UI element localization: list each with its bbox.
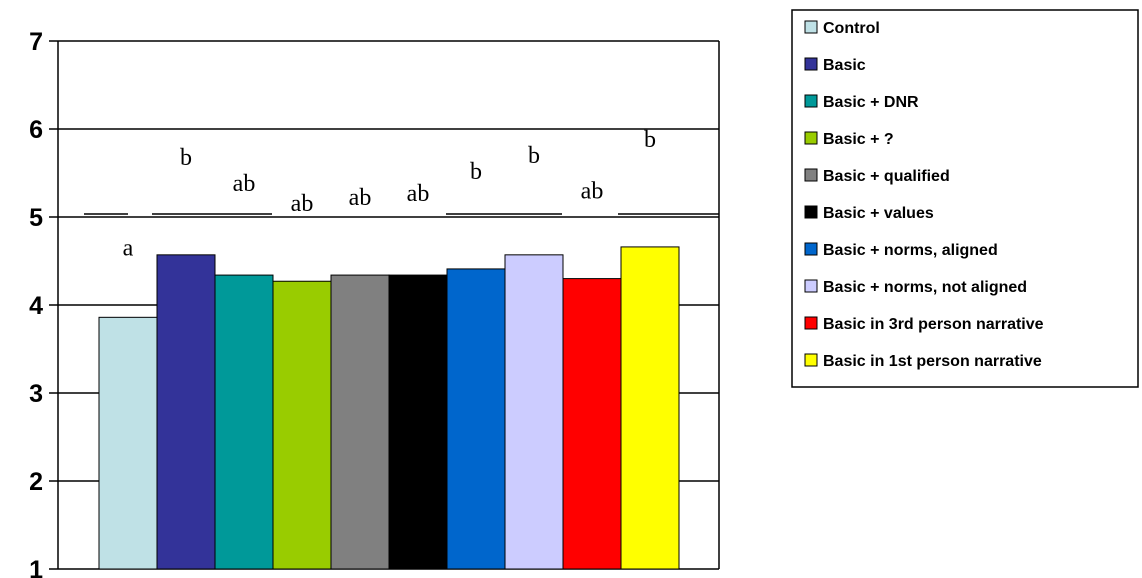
bar [272, 280, 332, 570]
bar [156, 254, 216, 570]
legend-entry: Basic + norms, not aligned [823, 279, 1027, 296]
bar [98, 316, 158, 570]
bar [446, 268, 506, 570]
significance-label: b [470, 159, 482, 185]
bar [388, 274, 448, 570]
significance-label: b [644, 127, 656, 153]
bar [504, 254, 564, 570]
significance-label: a [123, 235, 134, 261]
legend-entry: Basic + values [823, 205, 934, 222]
legend-swatch [804, 94, 818, 108]
legend-entry: Basic + norms, aligned [823, 242, 998, 259]
y-tick-label: 1 [29, 556, 43, 578]
legend-swatch [804, 20, 818, 34]
bar [620, 246, 680, 570]
significance-label: ab [291, 191, 314, 217]
significance-label: ab [349, 185, 372, 211]
legend-entry: Control [823, 20, 880, 37]
legend-swatch [804, 353, 818, 367]
y-axis: 1 2 3 4 5 6 7 [29, 28, 58, 578]
legend-entry: Basic [823, 57, 866, 74]
legend-swatch [804, 279, 818, 293]
significance-label: ab [407, 181, 430, 207]
y-tick-label: 3 [29, 380, 43, 408]
significance-label: b [180, 145, 192, 171]
legend-box [791, 9, 1139, 388]
legend-swatch [804, 168, 818, 182]
legend-entry: Basic + qualified [823, 168, 950, 185]
y-tick-label: 2 [29, 468, 43, 496]
legend-swatch [804, 242, 818, 256]
legend-entry: Basic in 1st person narrative [823, 353, 1042, 370]
y-tick-label: 5 [29, 204, 43, 232]
legend-swatch [804, 205, 818, 219]
significance-label: ab [581, 179, 604, 205]
bar [330, 274, 390, 570]
y-tick-label: 4 [29, 292, 43, 320]
legend-swatch [804, 131, 818, 145]
significance-label: b [528, 143, 540, 169]
y-tick-label: 6 [29, 116, 43, 144]
legend-swatch [804, 316, 818, 330]
bar [214, 274, 274, 570]
bar [562, 278, 622, 570]
significance-label: ab [233, 171, 256, 197]
legend-entry: Basic + DNR [823, 94, 919, 111]
legend-entry: Basic + ? [823, 131, 894, 148]
legend-entry: Basic in 3rd person narrative [823, 316, 1044, 333]
legend-swatch [804, 57, 818, 71]
bars [98, 246, 680, 570]
y-tick-label: 7 [29, 28, 43, 56]
legend: Control Basic Basic + DNR Basic + ? Basic + … [791, 9, 1139, 388]
